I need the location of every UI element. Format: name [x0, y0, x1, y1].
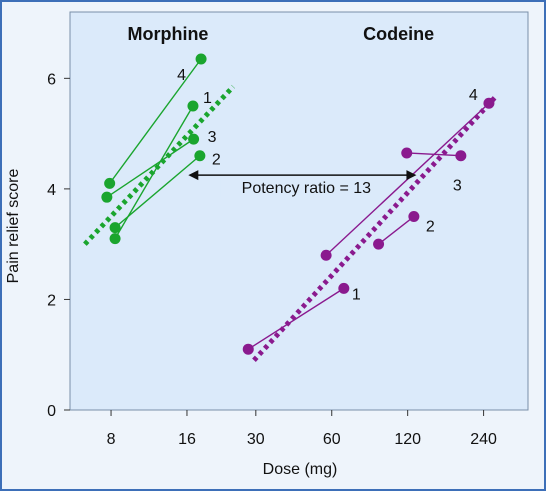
- morphine-data-point: [109, 222, 121, 234]
- morphine-subject-line: [114, 155, 201, 229]
- y-axis-label: Pain relief score: [5, 169, 22, 284]
- codeine-data-point: [408, 211, 420, 223]
- codeine-data-point: [242, 343, 254, 355]
- potency-label-bg: [220, 177, 385, 198]
- morphine-data-point: [109, 233, 121, 245]
- codeine-subject-label: 2: [426, 219, 435, 236]
- morphine-subject-line: [109, 58, 202, 184]
- morphine-data-point: [101, 191, 113, 203]
- plot-area: [69, 11, 529, 411]
- morphine-data-point: [194, 150, 206, 162]
- codeine-subject-line: [378, 215, 415, 245]
- x-tick-label: 60: [323, 431, 341, 448]
- morphine-data-point: [187, 100, 199, 112]
- codeine-data-point: [373, 238, 385, 250]
- potency-ratio-label: Potency ratio = 13: [242, 180, 372, 197]
- x-axis-label: Dose (mg): [263, 461, 338, 478]
- x-tick-label: 8: [107, 431, 116, 448]
- morphine-subject-label: 1: [203, 90, 212, 107]
- x-tick-label: 30: [247, 431, 265, 448]
- y-tick-label: 2: [47, 292, 56, 309]
- x-tick-label: 120: [394, 431, 421, 448]
- codeine-data-point: [320, 249, 332, 261]
- morphine-subject-label: 3: [208, 129, 217, 146]
- codeine-data-point: [401, 147, 413, 159]
- codeine-subject-line: [247, 287, 345, 350]
- y-tick-label: 6: [47, 71, 56, 88]
- morphine-subject-label: 4: [177, 67, 186, 84]
- codeine-subject-label: 3: [453, 178, 462, 195]
- y-tick-label: 4: [47, 182, 56, 199]
- x-tick-label: 240: [470, 431, 497, 448]
- y-tick-label: 0: [47, 403, 56, 420]
- codeine-data-point: [338, 282, 350, 294]
- codeine-subject-label: 4: [469, 87, 478, 104]
- potency-arrow-head-left: [188, 170, 199, 181]
- morphine-subject-label: 2: [212, 152, 221, 169]
- codeine-data-point: [483, 97, 495, 109]
- axes: 0 2 4 6 8 16 30 60 120 240: [47, 71, 497, 448]
- x-tick-label: 16: [178, 431, 196, 448]
- codeine-data-point: [455, 150, 467, 162]
- codeine-title: Codeine: [363, 24, 434, 44]
- morphine-data-point: [188, 133, 200, 145]
- morphine-data-point: [195, 53, 207, 65]
- morphine-title: Morphine: [127, 24, 208, 44]
- potency-arrow-head-right: [406, 170, 417, 181]
- chart-marks: 1 2 3 4 Morphine 1 2 3 4 Codeine Potency ratio = 1…: [83, 24, 500, 362]
- morphine-subject-line: [106, 138, 194, 198]
- codeine-subject-label: 1: [352, 286, 361, 303]
- morphine-data-point: [104, 177, 116, 189]
